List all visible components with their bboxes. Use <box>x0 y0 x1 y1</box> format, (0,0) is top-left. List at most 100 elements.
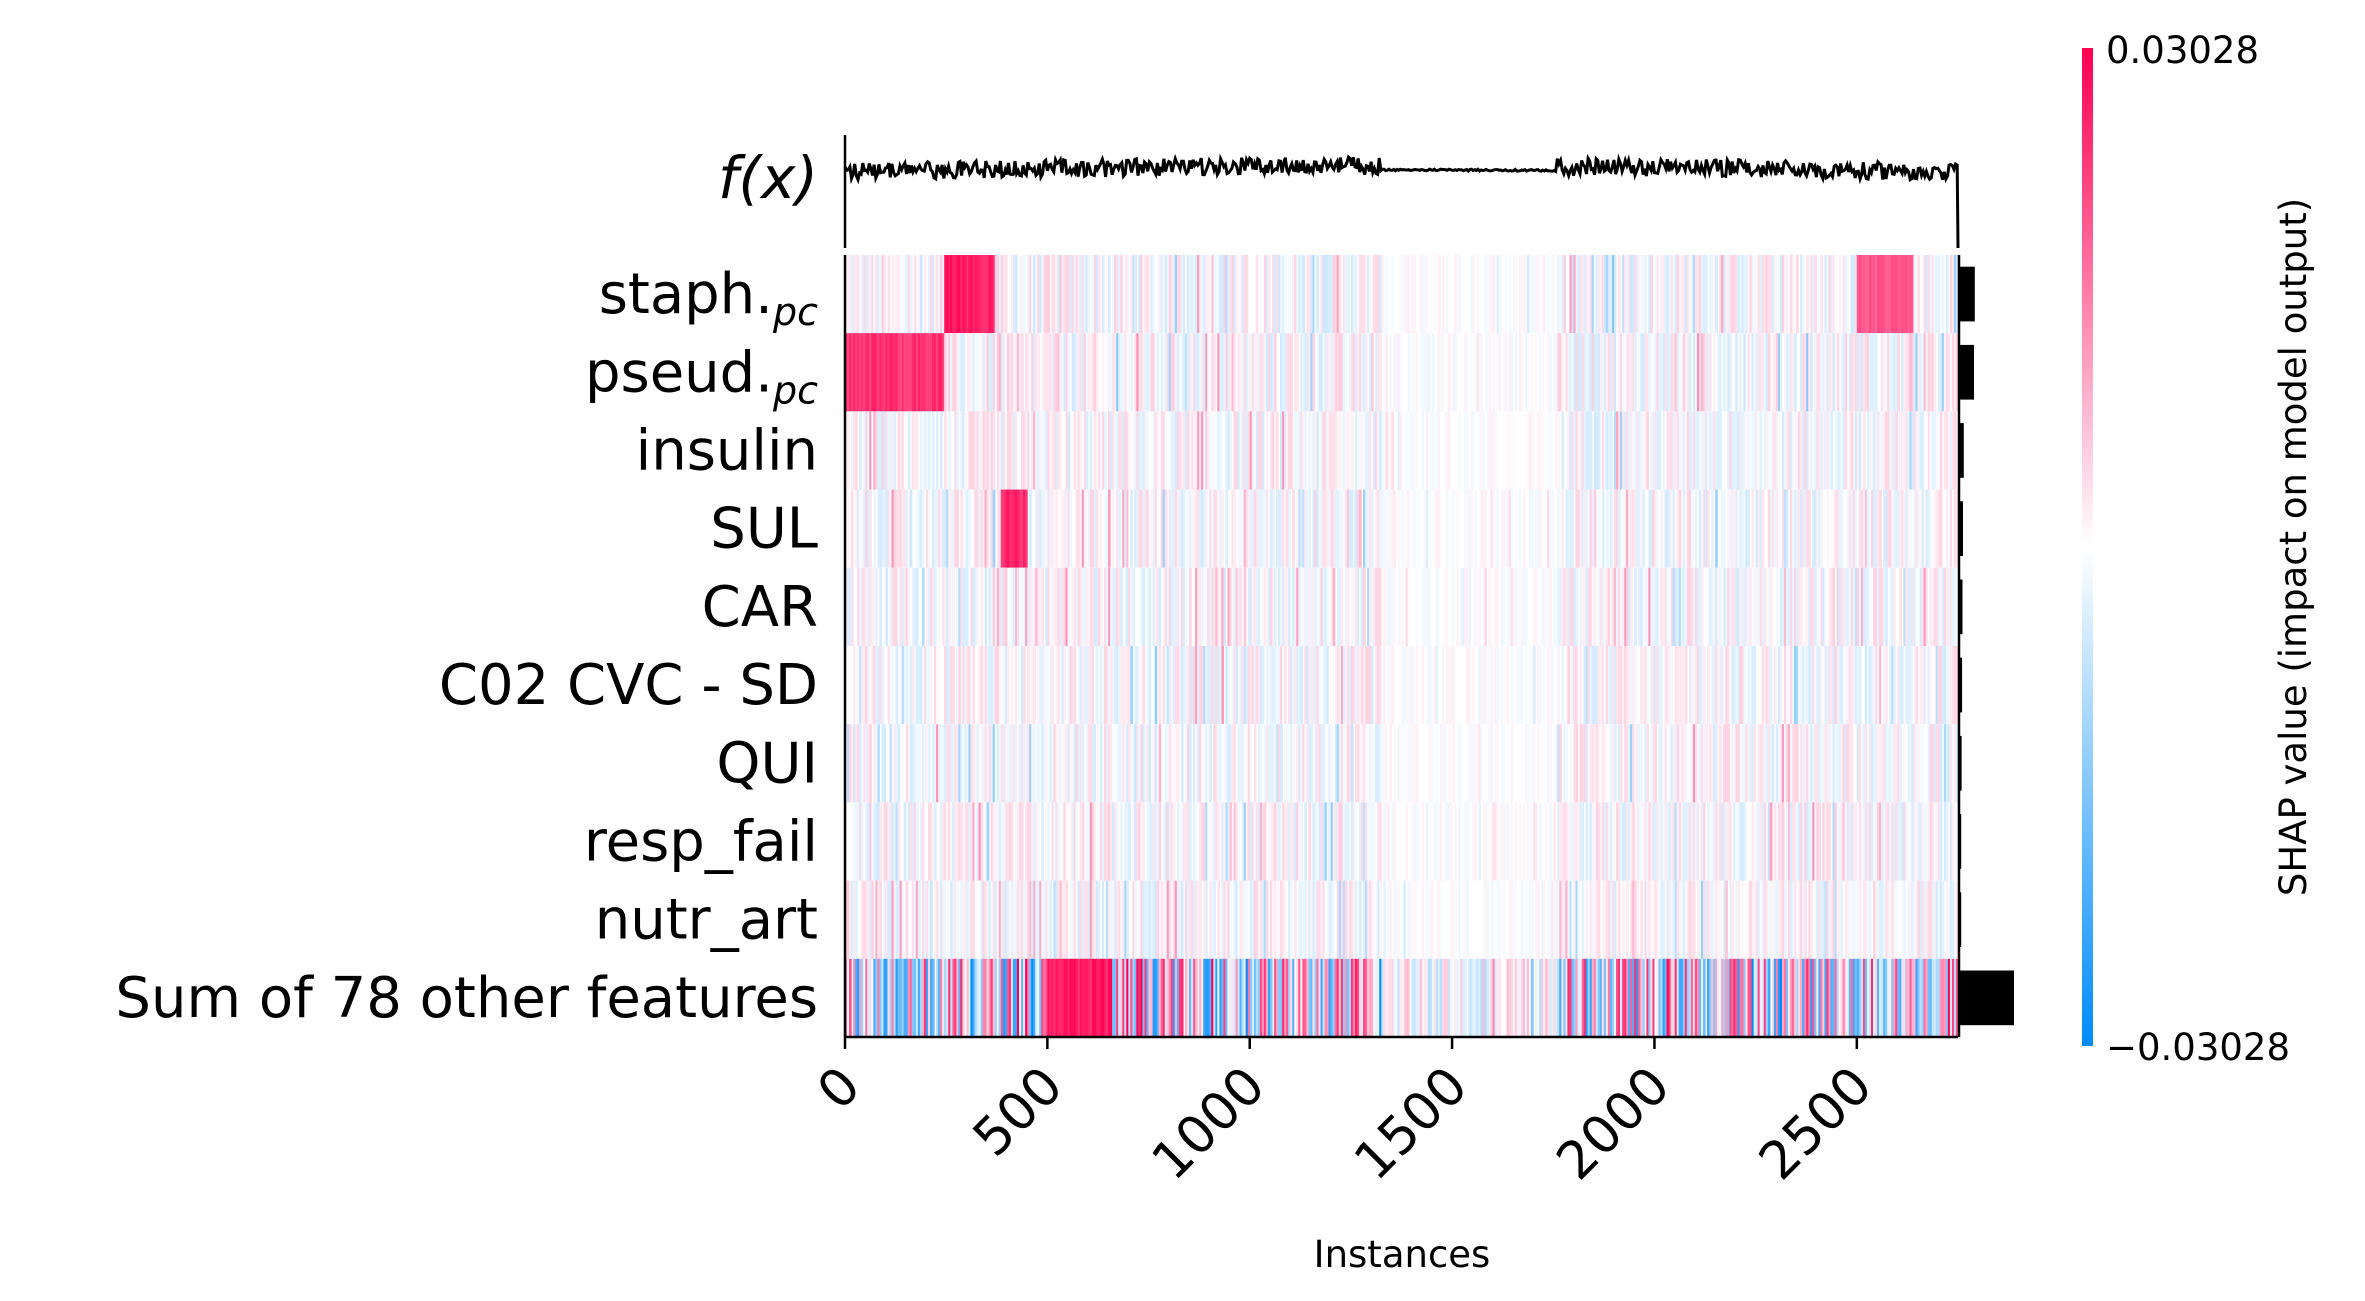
heatmap-cell <box>1361 646 1364 725</box>
heatmap-cell <box>1875 489 1878 568</box>
heatmap-cell <box>1405 567 1409 646</box>
heatmap-cell <box>1826 880 1830 959</box>
heatmap-cell <box>1045 958 1048 1037</box>
heatmap-cell <box>913 333 917 412</box>
heatmap-cell <box>1927 255 1931 334</box>
heatmap-cell <box>1265 724 1269 803</box>
heatmap-cell <box>1053 724 1057 803</box>
heatmap-cell <box>1630 255 1633 334</box>
heatmap-cell <box>932 958 935 1037</box>
heatmap-cell <box>1929 567 1933 646</box>
heatmap-cell <box>992 958 996 1037</box>
heatmap-cell <box>1320 880 1324 959</box>
heatmap-cell <box>1199 958 1202 1037</box>
heatmap-cell <box>1925 255 1929 334</box>
heatmap-cell <box>1725 802 1728 881</box>
heatmap-cell <box>1237 802 1241 881</box>
heatmap-cell <box>1605 489 1609 568</box>
heatmap-cell <box>1342 958 1346 1037</box>
heatmap-cell <box>1496 646 1500 725</box>
heatmap-cell <box>1583 489 1587 568</box>
heatmap-cell <box>1112 802 1115 881</box>
heatmap-cell <box>1419 255 1423 334</box>
heatmap-cell <box>1233 411 1237 490</box>
heatmap-cell <box>1873 411 1876 490</box>
heatmap-cell <box>1870 567 1874 646</box>
heatmap-cell <box>1775 567 1779 646</box>
heatmap-cell <box>1093 255 1097 334</box>
heatmap-cell <box>1017 567 1020 646</box>
heatmap-cell <box>1686 489 1690 568</box>
heatmap-cell <box>1611 880 1615 959</box>
heatmap-cell <box>1747 489 1751 568</box>
heatmap-cell <box>1413 489 1417 568</box>
heatmap-cell <box>1666 333 1670 412</box>
heatmap-cell <box>1889 411 1892 490</box>
heatmap-cell <box>1737 411 1741 490</box>
heatmap-cell <box>881 333 885 412</box>
heatmap-cell <box>1437 255 1441 334</box>
heatmap-cell <box>913 255 917 334</box>
heatmap-cell <box>1375 646 1378 725</box>
heatmap-cell <box>921 489 925 568</box>
heatmap-cell <box>1670 567 1674 646</box>
heatmap-cell <box>1069 646 1073 725</box>
heatmap-cell <box>1257 724 1261 803</box>
heatmap-cell <box>1002 880 1006 959</box>
heatmap-cell <box>1846 880 1850 959</box>
heatmap-cell <box>1790 724 1793 803</box>
heatmap-cell <box>1652 880 1656 959</box>
importance-bar-1 <box>1959 344 1974 400</box>
heatmap-cell <box>1808 958 1811 1037</box>
heatmap-cell <box>911 411 915 490</box>
heatmap-cell <box>845 880 848 959</box>
heatmap-cell <box>1729 411 1732 490</box>
heatmap-cell <box>1484 489 1488 568</box>
heatmap-cell <box>986 646 990 725</box>
heatmap-cell <box>1017 646 1020 725</box>
heatmap-cell <box>1636 255 1639 334</box>
heatmap-cell <box>1903 489 1906 568</box>
heatmap-cell <box>1842 333 1846 412</box>
heatmap-cell <box>1417 958 1421 1037</box>
heatmap-cell <box>915 646 919 725</box>
heatmap-cell <box>1211 958 1214 1037</box>
heatmap-cell <box>1573 958 1577 1037</box>
heatmap-cell <box>1719 646 1722 725</box>
heatmap-cell <box>899 567 903 646</box>
heatmap-cell <box>1259 880 1263 959</box>
heatmap-cell <box>911 724 915 803</box>
heatmap-cell <box>1828 880 1832 959</box>
heatmap-cell <box>1688 255 1692 334</box>
heatmap-cell <box>1603 724 1607 803</box>
feature-label-4: CAR <box>702 575 818 640</box>
heatmap-cell <box>1180 255 1184 334</box>
heatmap-cell <box>1616 958 1619 1037</box>
heatmap-cell <box>1162 567 1166 646</box>
heatmap-cell <box>1701 255 1704 334</box>
heatmap-cell <box>1705 724 1708 803</box>
heatmap-cell <box>869 724 872 803</box>
heatmap-cell <box>1698 333 1702 412</box>
heatmap-cell <box>1332 646 1336 725</box>
heatmap-cell <box>1215 958 1218 1037</box>
heatmap-cell <box>1448 646 1451 725</box>
heatmap-cell <box>1126 567 1129 646</box>
heatmap-cell <box>1401 646 1405 725</box>
heatmap-cell <box>1785 724 1789 803</box>
heatmap-cell <box>1478 567 1482 646</box>
heatmap-cell <box>1703 958 1706 1037</box>
heatmap-cell <box>1249 567 1253 646</box>
heatmap-cell <box>1864 567 1868 646</box>
heatmap-cell <box>1081 333 1085 412</box>
heatmap-cell <box>1917 802 1921 881</box>
heatmap-cell <box>1553 958 1556 1037</box>
heatmap-cell <box>905 646 909 725</box>
heatmap-cell <box>1328 724 1332 803</box>
heatmap-cell <box>1267 646 1271 725</box>
heatmap-cell <box>1429 489 1433 568</box>
heatmap-cell <box>1891 411 1894 490</box>
heatmap-cell <box>1017 724 1020 803</box>
heatmap-cell <box>1083 646 1087 725</box>
heatmap-cell <box>1707 958 1710 1037</box>
